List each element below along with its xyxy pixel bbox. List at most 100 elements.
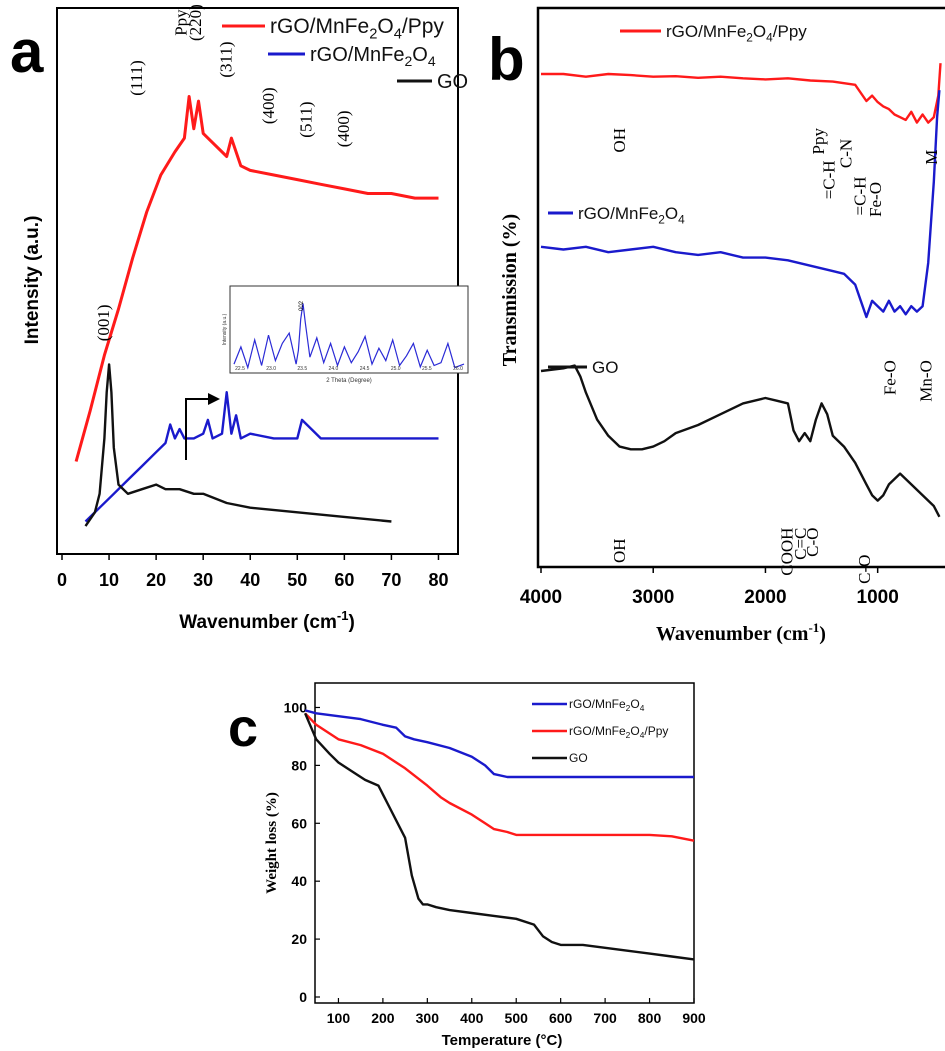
inset-x-tick-label: 24.0 bbox=[329, 366, 339, 372]
legend-label: rGO/MnFe2O4 bbox=[578, 204, 685, 226]
band-label: C-O bbox=[855, 555, 874, 584]
x-axis-label-close: ) bbox=[819, 623, 826, 645]
x-axis-label-text: Wavenumber (cm bbox=[656, 623, 809, 645]
plot-frame bbox=[314, 682, 695, 1004]
series-line bbox=[304, 712, 695, 842]
legend-label: rGO/MnFe2O4 bbox=[310, 44, 436, 69]
inset-x-tick-label: 24.5 bbox=[360, 366, 370, 372]
band-label: =C-H bbox=[850, 177, 869, 216]
band-label: Fe-O bbox=[866, 182, 885, 217]
band-label: Ppy bbox=[809, 128, 828, 155]
band-label: COOH bbox=[777, 528, 796, 576]
legend-label-base: rGO/MnFe bbox=[569, 724, 626, 738]
inset-x-tick-label: 25.5 bbox=[422, 366, 432, 372]
band-label: C-N bbox=[836, 139, 855, 168]
x-tick-label: 40 bbox=[240, 570, 260, 590]
x-tick-label: 2000 bbox=[744, 587, 786, 608]
legend-label-sub: 2 bbox=[626, 703, 631, 713]
legend-label: GO bbox=[592, 358, 618, 377]
peak-label: (111) bbox=[127, 60, 146, 96]
legend-label: rGO/MnFe2O4 bbox=[569, 697, 645, 713]
series-line bbox=[541, 63, 942, 124]
y-tick-label: 100 bbox=[284, 699, 308, 715]
y-tick-label: 20 bbox=[291, 931, 307, 947]
legend-label: rGO/MnFe2O4/Ppy bbox=[666, 22, 807, 44]
legend-label-sub: 2 bbox=[658, 212, 665, 226]
band-label: OH bbox=[610, 538, 629, 563]
inset-frame bbox=[229, 285, 469, 374]
legend-label: GO bbox=[569, 751, 588, 765]
legend-label-base: rGO/MnFe bbox=[270, 15, 369, 38]
series-line bbox=[303, 712, 695, 961]
x-axis-label-sup: -1 bbox=[337, 608, 349, 623]
y-tick-label: 60 bbox=[291, 815, 307, 831]
panel-a: a 0 10 20 30 40 50 60 70 80 Wavenumber (cm-1) Inten… bbox=[10, 4, 469, 633]
legend-label-base: rGO/MnFe bbox=[310, 44, 404, 66]
legend-label-sub: 2 bbox=[746, 30, 753, 44]
plot-frame bbox=[56, 7, 459, 555]
series-line bbox=[540, 364, 941, 518]
x-axis-label: Wavenumber (cm-1) bbox=[179, 608, 355, 633]
panel-c: c 0 20 40 60 80 100 100 200 300 400 500 600 700 800 900… bbox=[228, 682, 706, 1049]
x-tick-label: 300 bbox=[416, 1010, 440, 1026]
x-tick-label: 700 bbox=[593, 1010, 617, 1026]
x-tick-label: 600 bbox=[549, 1010, 573, 1026]
inset-peak-label: 002 bbox=[299, 300, 305, 311]
x-tick-label: 400 bbox=[460, 1010, 484, 1026]
legend-label-sub: 2 bbox=[369, 26, 377, 42]
inset-x-axis-label: 2 Theta (Degree) bbox=[326, 378, 372, 384]
peak-label: (220) bbox=[186, 4, 205, 41]
inset-arrow bbox=[185, 398, 208, 460]
x-tick-label: 80 bbox=[428, 570, 448, 590]
x-tick-label: 4000 bbox=[520, 587, 562, 608]
band-label: C-O bbox=[803, 528, 822, 557]
x-axis-label-close: ) bbox=[348, 612, 354, 633]
legend-label-base: rGO/MnFe bbox=[666, 22, 746, 41]
x-tick-label: 100 bbox=[327, 1010, 351, 1026]
inset-x-tick-label: 23.0 bbox=[266, 366, 276, 372]
series-line-rgomnfe-mnfe2o4 bbox=[84, 391, 439, 523]
legend-label-sub: 4 bbox=[640, 730, 645, 740]
x-axis-label: Temperature (°C) bbox=[442, 1032, 563, 1049]
inset-x-tick-label: 26.0 bbox=[453, 366, 463, 372]
x-tick-label: 30 bbox=[193, 570, 213, 590]
legend-label: rGO/MnFe2O4/Ppy bbox=[270, 15, 444, 42]
band-label: C=C bbox=[791, 528, 810, 560]
legend-label: rGO/MnFe2O4/Ppy bbox=[569, 724, 668, 740]
panel-label: c bbox=[228, 698, 258, 758]
y-axis-label: Intensity (a.u.) bbox=[22, 216, 43, 345]
x-tick-label: 50 bbox=[287, 570, 307, 590]
inset-x-tick-label: 22.5 bbox=[235, 366, 245, 372]
x-tick-label: 0 bbox=[57, 570, 67, 590]
legend-label-base: GO bbox=[592, 358, 618, 377]
x-tick-label: 200 bbox=[371, 1010, 395, 1026]
legend-label-tail: /Ppy bbox=[644, 724, 668, 738]
legend-label-tail: /Ppy bbox=[773, 22, 808, 41]
legend-label-mid: O bbox=[665, 204, 678, 223]
y-tick-label: 0 bbox=[299, 989, 307, 1005]
panel-label: a bbox=[10, 18, 44, 85]
legend-label-mid: O bbox=[630, 697, 639, 711]
peak-label: (311) bbox=[216, 41, 235, 77]
inset-y-axis-label: Intensity (a.u.) bbox=[222, 313, 228, 345]
legend-label-sub: 4 bbox=[640, 703, 645, 713]
legend-label-base: rGO/MnFe bbox=[569, 697, 626, 711]
x-tick-label: 70 bbox=[381, 570, 401, 590]
legend-label: GO bbox=[437, 71, 468, 93]
legend-label-sub: 2 bbox=[626, 730, 631, 740]
x-axis-label: Wavenumber (cm-1) bbox=[656, 620, 826, 645]
peak-label: Ppy bbox=[172, 9, 191, 36]
x-tick-label: 10 bbox=[99, 570, 119, 590]
x-tick-label: 60 bbox=[334, 570, 354, 590]
peak-label: (400) bbox=[334, 110, 353, 147]
legend-label-sub: 4 bbox=[394, 26, 402, 42]
legend-label-sub: 4 bbox=[766, 30, 773, 44]
legend-label-base: GO bbox=[569, 751, 588, 765]
y-axis-label: Weight loss (%) bbox=[264, 792, 280, 894]
panel-label: b bbox=[488, 26, 525, 93]
band-label: Fe-O bbox=[881, 360, 900, 395]
peak-label: (511) bbox=[296, 101, 315, 137]
plot-frame bbox=[536, 6, 945, 569]
y-tick-label: 80 bbox=[291, 757, 307, 773]
